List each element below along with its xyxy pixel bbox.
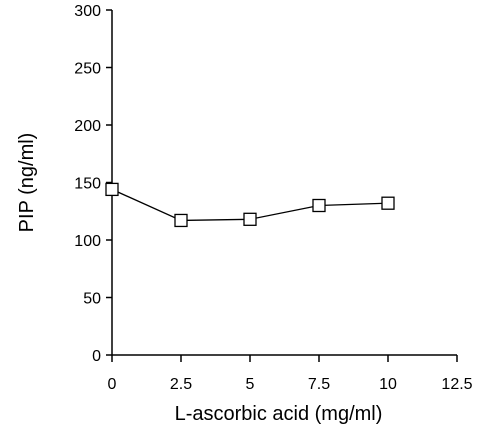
x-tick-label: 7.5 [308, 376, 330, 393]
data-point-marker [174, 213, 188, 228]
data-point-marker [312, 198, 326, 213]
data-point-marker [105, 182, 119, 197]
x-tick-label: 0 [108, 376, 117, 393]
x-axis-title: L-ascorbic acid (mg/ml) [175, 403, 383, 425]
y-tick-label: 0 [92, 348, 101, 365]
x-tick-label: 10 [379, 376, 397, 393]
y-tick-label: 300 [74, 3, 101, 20]
y-tick-label: 200 [74, 118, 101, 135]
x-tick-label: 5 [246, 376, 255, 393]
data-point-marker [381, 196, 395, 210]
data-point-marker [243, 212, 257, 226]
x-tick-label: 2.5 [170, 376, 192, 393]
series-group [105, 182, 395, 228]
x-axis-ticks: 0 2.5 5 7.5 10 12.5 [108, 355, 473, 393]
y-tick-label: 100 [74, 233, 101, 250]
y-tick-label: 250 [74, 61, 101, 78]
y-axis-ticks: 0 50 100 150 200 250 300 [74, 3, 112, 365]
y-tick-label: 150 [74, 176, 101, 193]
y-axis-title: PIP (ng/ml) [16, 133, 38, 233]
y-tick-label: 50 [83, 291, 101, 308]
x-tick-label: 12.5 [441, 376, 472, 393]
